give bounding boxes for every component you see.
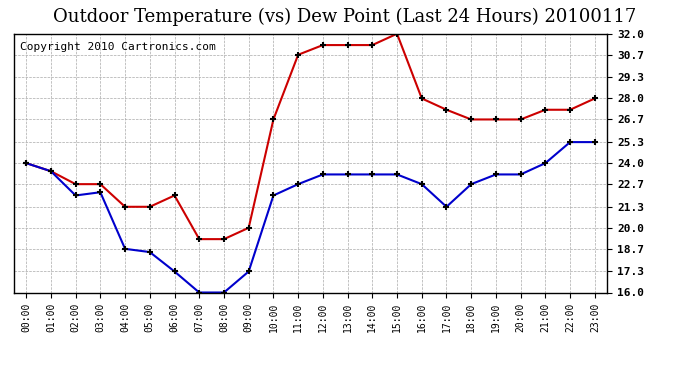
Text: Copyright 2010 Cartronics.com: Copyright 2010 Cartronics.com [20, 42, 215, 51]
Text: Outdoor Temperature (vs) Dew Point (Last 24 Hours) 20100117: Outdoor Temperature (vs) Dew Point (Last… [53, 8, 637, 26]
